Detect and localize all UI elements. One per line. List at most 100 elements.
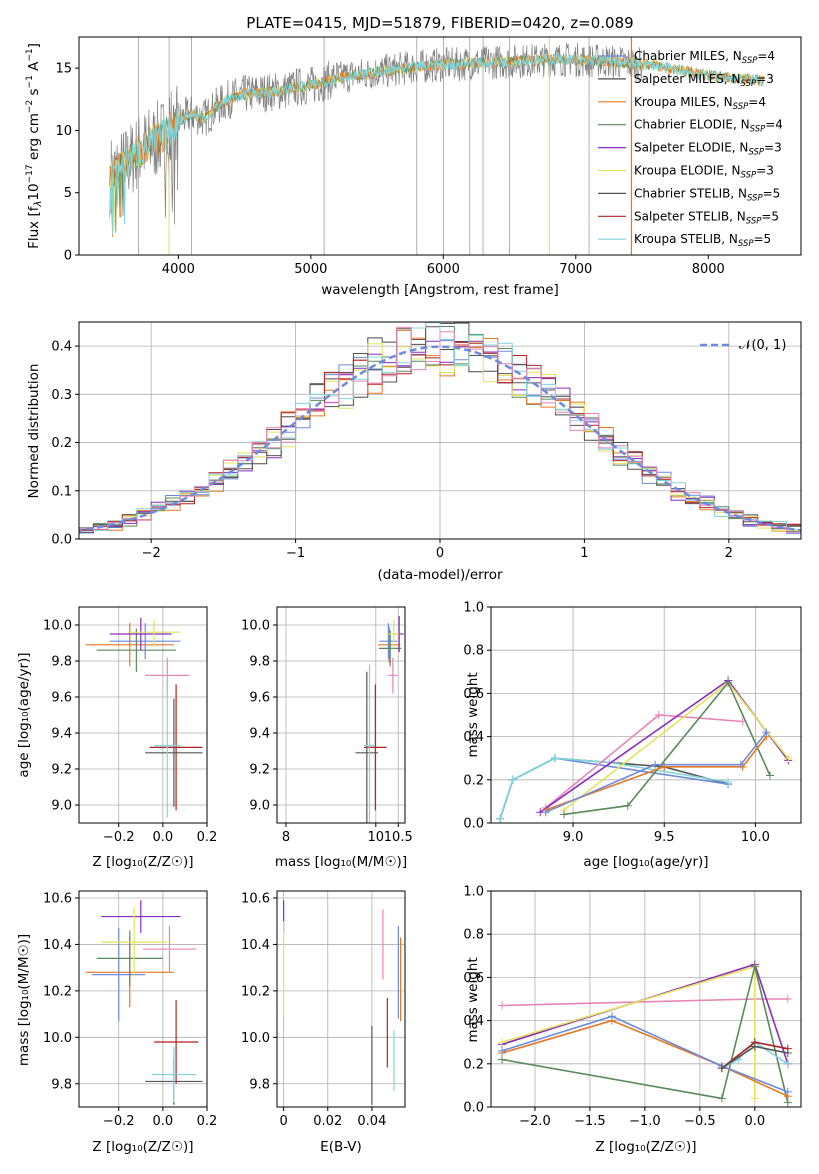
mwz-xlabel: Z [log₁₀(Z/Z☉)] bbox=[595, 1139, 696, 1155]
y-tick-label: 0.1 bbox=[51, 484, 72, 499]
y-tick-label: 0.0 bbox=[51, 533, 72, 548]
residual-histogram-panel: −2 −1 0 1 2 0.0 0.1 0.2 0.3 0.4 (data-model)/erro… bbox=[26, 321, 802, 583]
legend-label: Kroupa STELIB, NSSP=5 bbox=[634, 232, 771, 249]
grid bbox=[79, 607, 208, 823]
plot-area bbox=[85, 900, 203, 1105]
model-spectrum-line bbox=[109, 53, 765, 235]
axes-frame bbox=[78, 36, 802, 256]
x-tick-label: −1.5 bbox=[574, 1114, 606, 1129]
y-tick-label: 9.2 bbox=[51, 763, 72, 778]
y-tick-label: 10.6 bbox=[43, 891, 72, 906]
x-tick-label: 8000 bbox=[692, 262, 725, 277]
massz-xlabel: Z [log₁₀(Z/Z☉)] bbox=[92, 1139, 193, 1155]
y-tick-label: 9.2 bbox=[249, 763, 270, 778]
x-tick-label: −0.2 bbox=[103, 830, 135, 845]
plot-area bbox=[355, 616, 404, 823]
x-tick-label: 10 bbox=[368, 830, 385, 845]
hist-xlabel: (data-model)/error bbox=[377, 567, 503, 583]
series-marker bbox=[497, 1001, 506, 1010]
y-tick-label: 9.8 bbox=[249, 1077, 270, 1092]
mwage-xlabel: age [log₁₀(age/yr)] bbox=[583, 854, 708, 870]
y-tick-label: 9.6 bbox=[51, 691, 72, 706]
y-tick-label: 0.0 bbox=[463, 817, 484, 832]
series-line bbox=[501, 1019, 789, 1097]
axes-frame bbox=[490, 606, 802, 824]
series-marker bbox=[607, 1012, 616, 1021]
series-marker bbox=[497, 1046, 506, 1055]
x-tick-label: 0.2 bbox=[197, 830, 218, 845]
age-vs-z-panel: −0.2 0.0 0.2 9.0 9.2 9.4 9.6 9.8 10.0 Z [log₁₀(Z… bbox=[16, 606, 218, 870]
y-tick-label: 15 bbox=[55, 62, 72, 77]
legend-label: Chabrier MILES, NSSP=4 bbox=[634, 49, 775, 66]
y-tick-label: 10.0 bbox=[241, 1031, 270, 1046]
massweight-vs-age-panel: 9.0 9.5 10.0 0.0 0.2 0.4 0.6 0.8 1.0 age [log₁₀(… bbox=[463, 601, 802, 870]
spectrum-panel: PLATE=0415, MJD=51879, FIBERID=0420, z=0… bbox=[25, 14, 802, 298]
y-tick-label: 0.4 bbox=[51, 340, 72, 355]
y-tick-label: 0 bbox=[64, 249, 72, 264]
y-tick-label: 10.0 bbox=[43, 1031, 72, 1046]
observed-spectrum-line bbox=[110, 42, 643, 225]
y-tick-label: 9.8 bbox=[51, 1077, 72, 1092]
x-tick-label: −2.0 bbox=[519, 1114, 551, 1129]
series-marker bbox=[717, 1064, 726, 1073]
y-tick-label: 0.6 bbox=[463, 971, 484, 986]
y-tick-label: 10.6 bbox=[241, 891, 270, 906]
legend-label: Kroupa MILES, NSSP=4 bbox=[634, 95, 766, 112]
plot-area bbox=[497, 960, 792, 1107]
series-marker bbox=[783, 1059, 792, 1068]
axes-frame bbox=[276, 606, 406, 824]
y-tick-label: 0.8 bbox=[463, 928, 484, 943]
plot-area bbox=[85, 617, 203, 818]
x-tick-label: 4000 bbox=[162, 262, 195, 277]
series-marker bbox=[508, 775, 517, 784]
x-tick-label: 9.5 bbox=[654, 830, 675, 845]
x-tick-label: 0 bbox=[436, 546, 444, 561]
series-marker bbox=[717, 1094, 726, 1103]
series-marker bbox=[750, 1042, 759, 1051]
y-tick-label: 1.0 bbox=[463, 601, 484, 616]
x-tick-label: 2 bbox=[725, 546, 733, 561]
y-tick-label: 10.0 bbox=[43, 619, 72, 634]
series-marker bbox=[550, 754, 559, 763]
x-tick-label: 0.0 bbox=[153, 830, 174, 845]
spectrum-legend: Chabrier MILES, NSSP=4 Salpeter MILES, NS… bbox=[598, 49, 783, 249]
mass-vs-ebv-panel: 0 0.02 0.04 9.8 10.0 10.2 10.4 10.6 E(B-V) bbox=[241, 890, 406, 1155]
y-tick-label: 0.8 bbox=[463, 644, 484, 659]
x-tick-label: 0.2 bbox=[197, 1114, 218, 1129]
series-line bbox=[721, 1041, 789, 1069]
spectrum-xlabel: wavelength [Angstrom, rest frame] bbox=[321, 282, 559, 298]
y-tick-label: 0.4 bbox=[463, 730, 484, 745]
mwage-ylabel: mass weight bbox=[465, 672, 481, 757]
y-tick-label: 0.2 bbox=[51, 436, 72, 451]
legend-label: Salpeter STELIB, NSSP=5 bbox=[634, 209, 779, 226]
series-marker bbox=[783, 1049, 792, 1057]
y-tick-label: 0.6 bbox=[463, 687, 484, 702]
agez-ylabel: age [log₁₀(age/yr)] bbox=[16, 652, 32, 777]
series-marker bbox=[497, 1038, 506, 1047]
plot-area bbox=[496, 676, 793, 823]
series-marker bbox=[724, 678, 733, 687]
series-marker bbox=[783, 995, 792, 1003]
x-tick-label: 9.0 bbox=[563, 830, 584, 845]
x-tick-label: 0 bbox=[279, 1114, 287, 1129]
y-tick-label: 10.2 bbox=[43, 984, 72, 999]
x-tick-label: 0.04 bbox=[357, 1114, 386, 1129]
x-tick-label: −1.0 bbox=[629, 1114, 661, 1129]
series-line bbox=[501, 1015, 789, 1093]
series-marker bbox=[654, 711, 663, 719]
agemass-xlabel: mass [log₁₀(M/M☉)] bbox=[275, 854, 407, 870]
legend-label: Chabrier STELIB, NSSP=5 bbox=[634, 186, 780, 203]
mwz-ylabel: mass weight bbox=[465, 957, 481, 1042]
x-tick-label: 10.5 bbox=[384, 830, 413, 845]
y-tick-label: 9.8 bbox=[51, 655, 72, 670]
spectrum-title: PLATE=0415, MJD=51879, FIBERID=0420, z=0… bbox=[246, 14, 633, 32]
series-marker bbox=[750, 1094, 759, 1103]
x-tick-label: 0.0 bbox=[153, 1114, 174, 1129]
x-tick-label: 7000 bbox=[559, 262, 592, 277]
plot-area bbox=[109, 37, 765, 255]
histogram-series bbox=[79, 322, 801, 534]
legend-label: Salpeter MILES, NSSP=3 bbox=[634, 72, 774, 89]
spectrum-ylabel: Flux [fλ10−17 erg cm−2 s−1 A−1] bbox=[25, 43, 44, 249]
axes-frame bbox=[276, 890, 406, 1108]
